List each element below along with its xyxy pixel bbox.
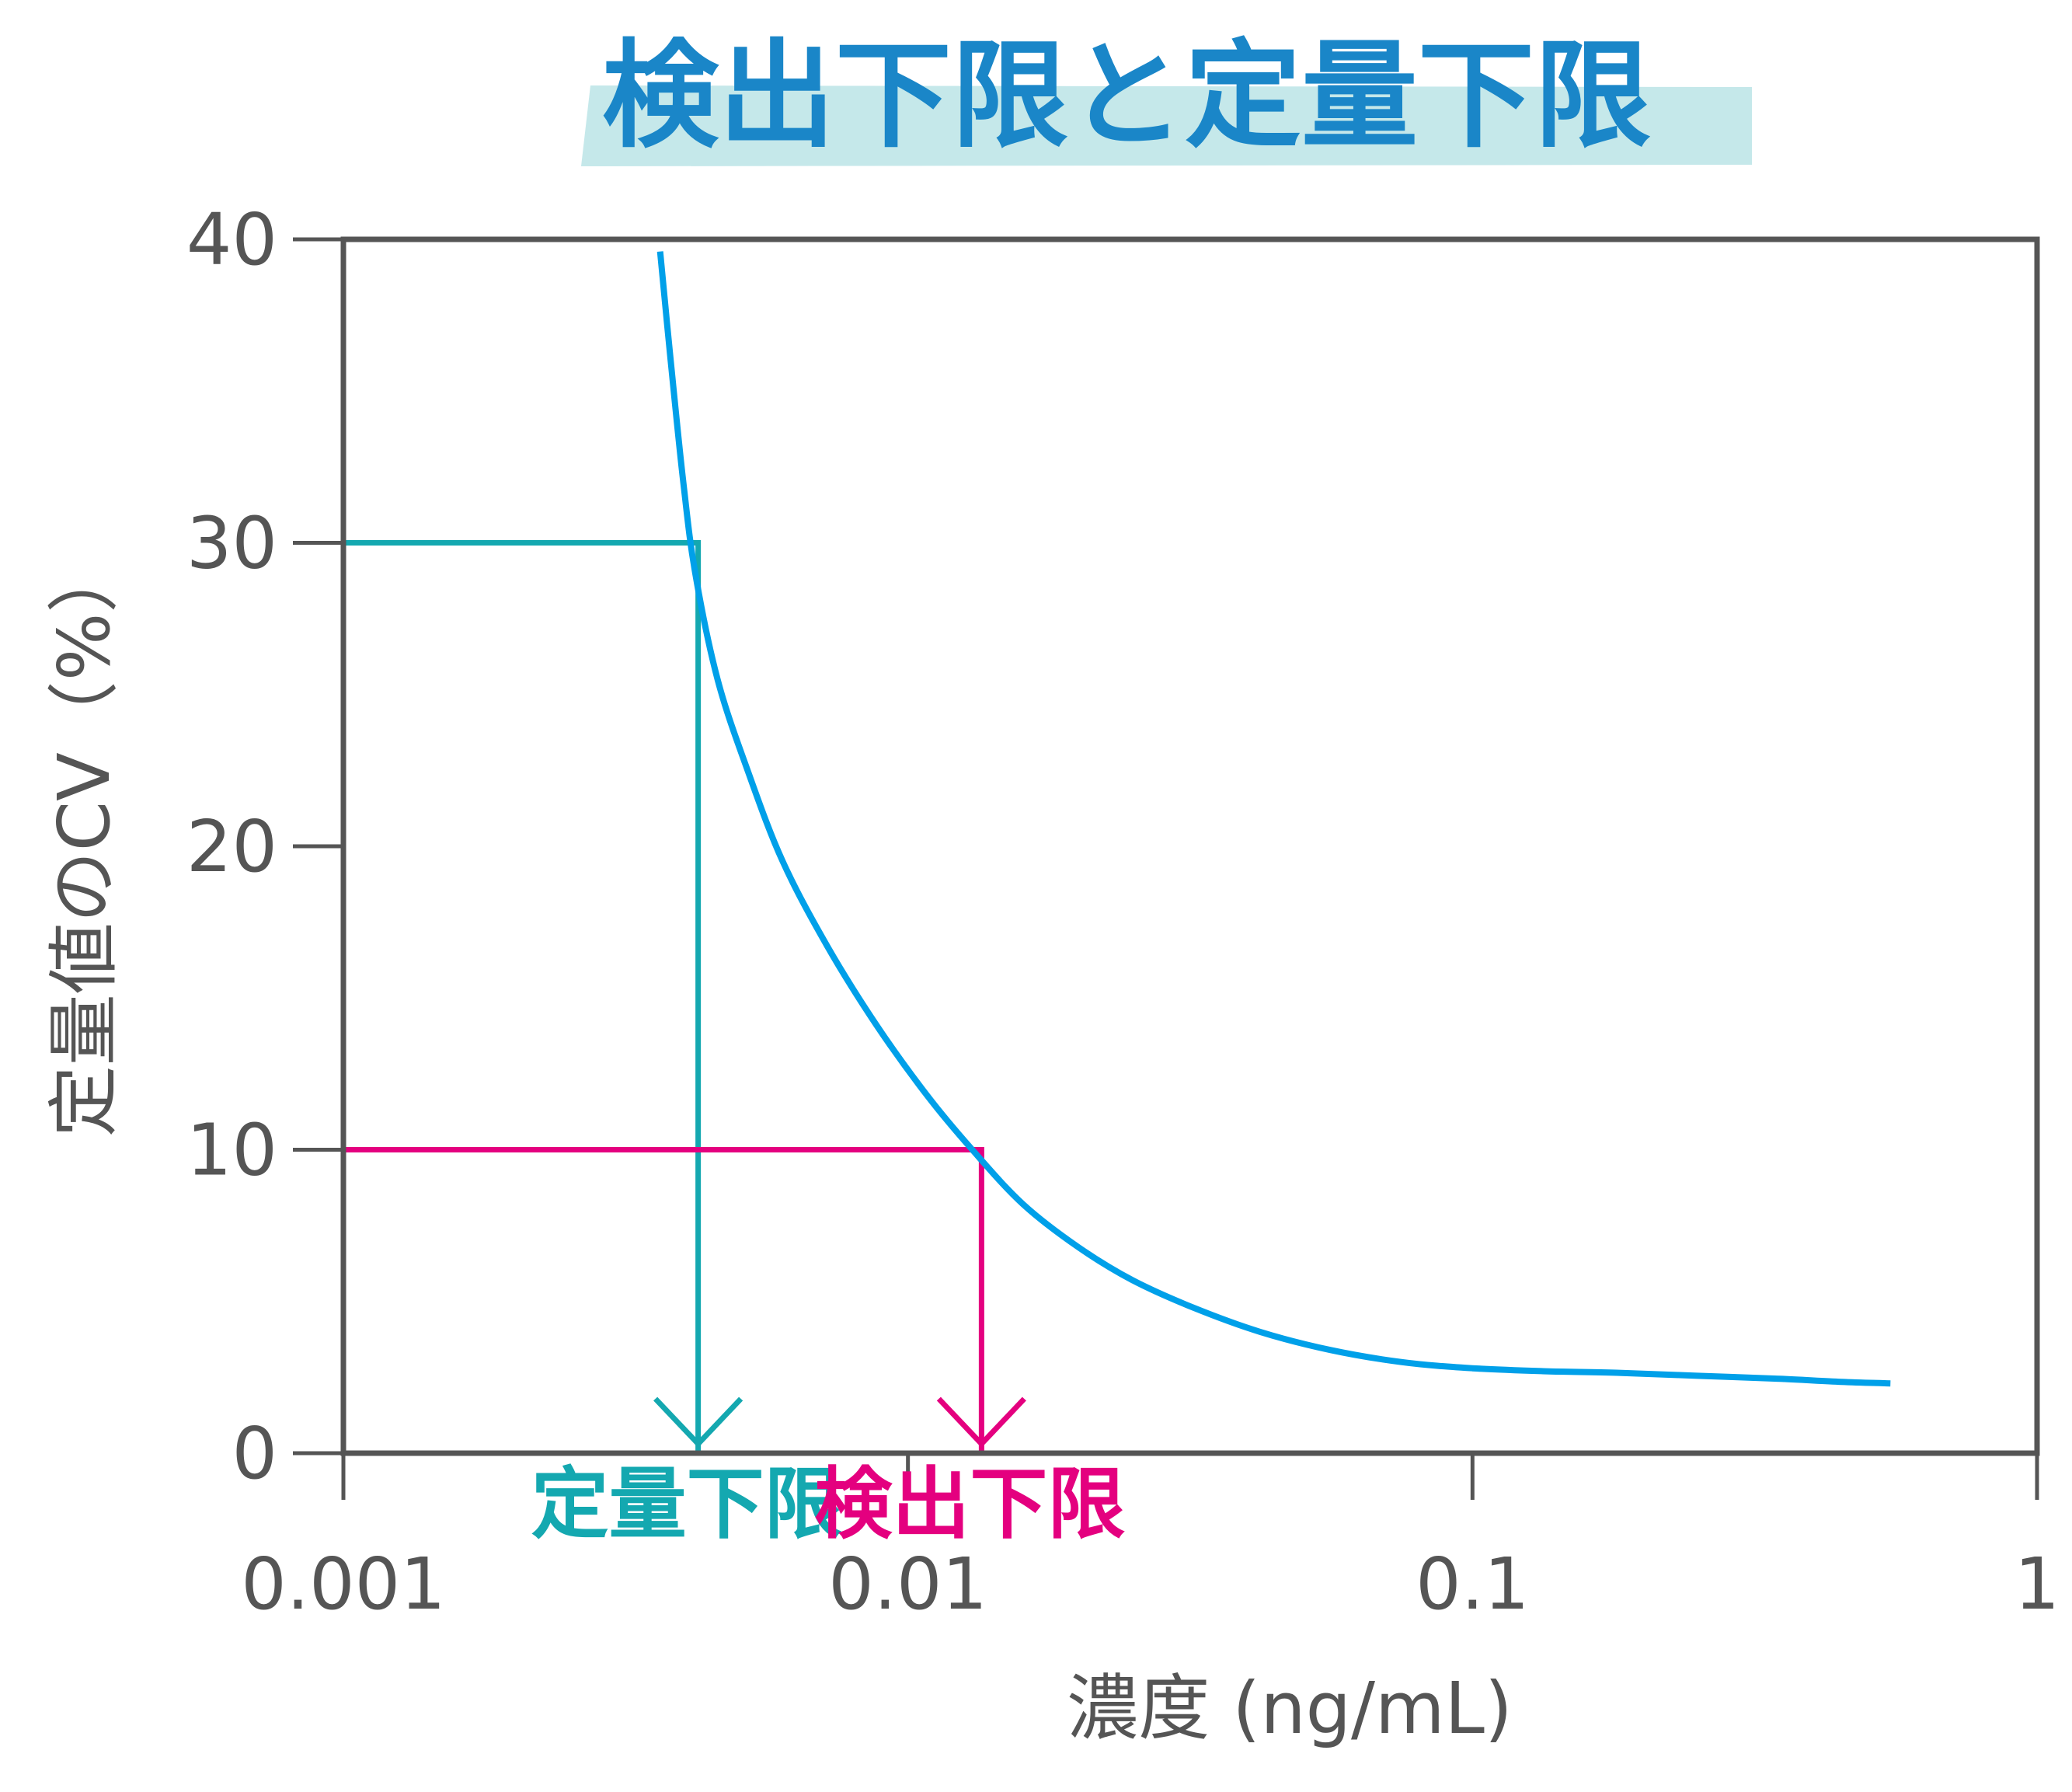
y-tick-label: 10 — [186, 1109, 277, 1192]
annotation-label-loq: 定量下限 — [531, 1459, 842, 1550]
y-tick-label: 30 — [186, 502, 277, 585]
chart-title: 検出下限と定量下限 — [602, 29, 1651, 164]
x-axis-label: 濃度 (ng/mL) — [1067, 1667, 1513, 1750]
cv-curve — [656, 251, 1891, 1387]
x-tick-label: 0.01 — [828, 1543, 987, 1626]
y-tick-label: 40 — [186, 198, 277, 281]
arrowhead-loq — [653, 1396, 743, 1449]
x-tick-label: 0.001 — [241, 1543, 445, 1626]
guides-layer — [343, 540, 984, 1451]
title-band — [581, 85, 1752, 166]
y-tick-label: 20 — [186, 805, 277, 888]
y-tick-label: 0 — [232, 1412, 277, 1495]
arrowhead-lod — [936, 1396, 1026, 1449]
x-tick-label: 0.1 — [1416, 1543, 1529, 1626]
plot-frame — [340, 236, 2040, 1456]
y-axis-label: 定量値のCV（%） — [43, 542, 126, 1138]
series-layer — [656, 251, 1891, 1387]
guide-line-loq — [343, 540, 702, 1451]
annotation-label-lod: 検出下限 — [814, 1459, 1125, 1550]
guide-line-lod — [343, 1147, 984, 1451]
x-tick-label: 1 — [2015, 1543, 2060, 1626]
ticks-layer: 0 10 20 30 40 0.001 0.01 0.1 1 — [186, 198, 2060, 1626]
